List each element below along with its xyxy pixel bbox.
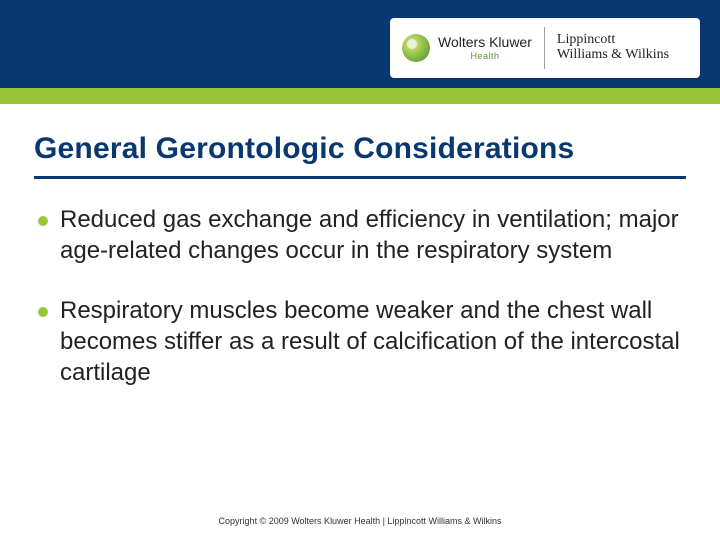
bullet-item: Respiratory muscles become weaker and th… — [38, 296, 686, 388]
wolters-kluwer-mark-icon — [402, 34, 430, 62]
lippincott-line1: Lippincott — [557, 33, 669, 48]
bullet-item: Reduced gas exchange and efficiency in v… — [38, 205, 686, 266]
logo-divider — [544, 27, 545, 69]
slide-header: Wolters Kluwer Health Lippincott William… — [0, 0, 720, 104]
logo-plate: Wolters Kluwer Health Lippincott William… — [390, 18, 700, 78]
lippincott-line2: Williams & Wilkins — [557, 48, 669, 63]
lippincott-text: Lippincott Williams & Wilkins — [557, 33, 669, 62]
wolters-kluwer-subtext: Health — [438, 52, 532, 61]
bullet-list: Reduced gas exchange and efficiency in v… — [34, 205, 686, 389]
copyright-footer: Copyright © 2009 Wolters Kluwer Health |… — [0, 516, 720, 526]
wolters-kluwer-name: Wolters Kluwer — [438, 35, 532, 50]
wolters-kluwer-text: Wolters Kluwer Health — [438, 35, 532, 61]
slide-body: General Gerontologic Considerations Redu… — [0, 104, 720, 389]
header-green-band — [0, 88, 720, 104]
slide-title: General Gerontologic Considerations — [34, 132, 686, 179]
